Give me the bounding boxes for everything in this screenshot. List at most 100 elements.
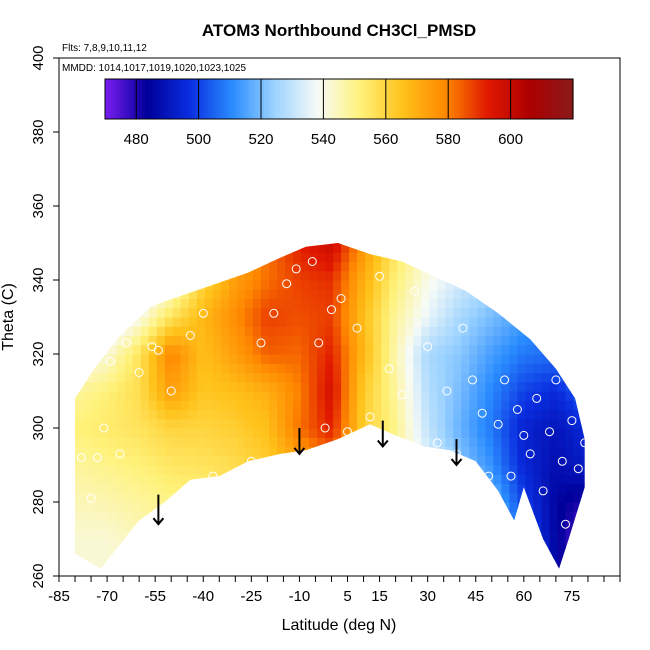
heatmap-cell — [188, 483, 198, 494]
heatmap-cell — [509, 548, 518, 559]
heatmap-cell — [252, 280, 262, 290]
heatmap-cell — [557, 307, 567, 318]
heatmap-cell — [220, 298, 230, 309]
colorbar-segment — [248, 79, 253, 119]
heatmap-cell — [341, 298, 350, 309]
heatmap-cell — [148, 381, 158, 392]
heatmap-cell — [565, 280, 575, 290]
heatmap-cell — [429, 363, 438, 374]
heatmap-cell — [437, 418, 446, 429]
heatmap-cell — [75, 298, 78, 309]
heatmap-cell — [180, 381, 190, 392]
heatmap-cell — [365, 307, 374, 318]
x-tick-label: -85 — [48, 588, 70, 605]
observation-point — [468, 375, 477, 385]
heatmap-cell — [100, 548, 110, 559]
heatmap-cell — [517, 492, 526, 503]
observation-point — [327, 305, 336, 315]
heatmap-cell — [76, 243, 86, 253]
heatmap-cell — [573, 363, 583, 374]
heatmap-cell — [244, 418, 254, 429]
heatmap-cell — [493, 511, 502, 522]
heatmap-cell — [148, 483, 158, 494]
heatmap-cell — [421, 372, 430, 383]
heatmap-cell — [453, 261, 462, 272]
observation-point — [105, 356, 115, 366]
heatmap-cell — [108, 529, 118, 540]
heatmap-cell — [517, 363, 526, 374]
heatmap-cell — [421, 566, 430, 569]
heatmap-cell — [397, 446, 406, 457]
heatmap-cell — [108, 492, 118, 503]
heatmap-cell — [485, 529, 494, 540]
heatmap-cell — [445, 557, 454, 568]
heatmap-cell — [75, 474, 78, 485]
heatmap-cell — [293, 280, 302, 290]
heatmap-cell — [509, 557, 518, 568]
heatmap-cell — [453, 243, 462, 253]
heatmap-cell — [277, 243, 286, 244]
heatmap-cell — [84, 502, 94, 512]
heatmap-cell — [132, 409, 142, 420]
heatmap-cell — [373, 465, 382, 475]
heatmap-cell — [333, 391, 342, 401]
heatmap-cell — [413, 354, 422, 364]
heatmap-cell — [180, 270, 190, 281]
heatmap-cell — [501, 243, 510, 244]
heatmap-cell — [590, 465, 599, 475]
heatmap-cell — [389, 317, 398, 327]
heatmap-cell — [509, 307, 518, 318]
heatmap-cell — [461, 539, 470, 549]
heatmap-cell — [84, 409, 94, 420]
observation-point — [246, 456, 256, 466]
heatmap-cell — [349, 243, 358, 244]
heatmap-cell — [445, 344, 454, 355]
heatmap-cell — [269, 520, 278, 531]
heatmap-cell — [429, 529, 438, 540]
heatmap-cell — [437, 465, 446, 475]
heatmap-cell — [172, 391, 182, 401]
heatmap-cell — [269, 381, 278, 392]
heatmap-cell — [236, 483, 246, 494]
heatmap-cell — [493, 335, 502, 346]
heatmap-cell — [485, 354, 494, 364]
heatmap-cell — [333, 428, 342, 438]
heatmap-cell — [108, 446, 118, 457]
heatmap-cell — [581, 261, 585, 272]
observation-point — [519, 430, 529, 440]
heatmap-cell — [108, 307, 118, 318]
heatmap-cell — [357, 280, 366, 290]
heatmap-cell — [108, 270, 118, 281]
heatmap-cell — [565, 502, 575, 512]
heatmap-cell — [493, 483, 502, 494]
heatmap-cell — [590, 539, 599, 549]
heatmap-cell — [429, 372, 438, 383]
heatmap-cell — [285, 391, 294, 401]
heatmap-cell — [124, 409, 134, 420]
heatmap-cell — [469, 483, 478, 494]
colorbar-segment — [161, 79, 165, 119]
heatmap-cell — [541, 474, 551, 485]
heatmap-cell — [541, 483, 551, 494]
heatmap-cell — [325, 409, 334, 420]
heatmap-cell — [413, 252, 422, 263]
heatmap-cell — [445, 307, 454, 318]
heatmap-cell — [461, 566, 470, 569]
heatmap-cell — [421, 539, 430, 549]
heatmap-cell — [341, 344, 350, 355]
heatmap-cell — [92, 344, 102, 355]
heatmap-cell — [381, 354, 390, 364]
heatmap-cell — [590, 511, 599, 521]
heatmap-cell — [357, 354, 366, 364]
heatmap-cell — [116, 270, 126, 281]
heatmap-cell — [549, 446, 559, 457]
heatmap-cell — [277, 455, 286, 466]
heatmap-cell — [293, 307, 302, 318]
heatmap-cell — [196, 298, 206, 309]
heatmap-cell — [541, 529, 551, 540]
heatmap-cell — [148, 252, 158, 263]
heatmap-cell — [293, 520, 302, 531]
heatmap-cell — [317, 520, 326, 531]
colorbar-segment — [198, 79, 203, 119]
heatmap-cell — [413, 483, 422, 494]
